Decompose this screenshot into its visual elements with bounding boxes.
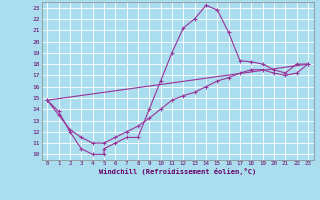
X-axis label: Windchill (Refroidissement éolien,°C): Windchill (Refroidissement éolien,°C) — [99, 168, 256, 175]
